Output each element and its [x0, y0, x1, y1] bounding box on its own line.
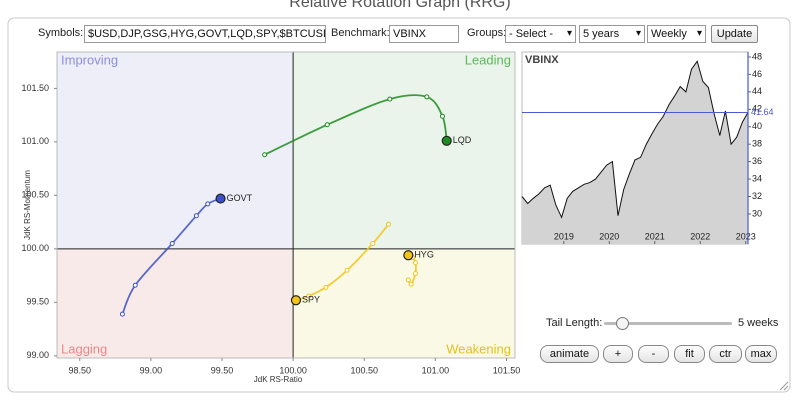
x-tick-label: 99.50: [211, 365, 234, 375]
price-area: [522, 61, 748, 244]
control-button[interactable]: animate: [540, 345, 599, 363]
quadrant: [293, 248, 515, 358]
tail-point: [205, 201, 211, 207]
quadrant: [57, 52, 294, 249]
quadrant-label: Improving: [61, 52, 118, 67]
series-label: LQD: [453, 135, 472, 145]
tail-point: [387, 96, 393, 102]
quadrant-label: Weakening: [446, 341, 511, 356]
y-tick-label: 48: [752, 51, 762, 61]
series-label: SPY: [302, 295, 320, 305]
update-button[interactable]: Update: [711, 25, 758, 43]
tail-slider-thumb[interactable]: [616, 317, 629, 330]
tail-point: [439, 113, 445, 119]
tail-point: [323, 284, 329, 290]
y-tick-label: 34: [752, 173, 762, 183]
x-tick-label: 2023: [736, 231, 756, 241]
tail-length-label: Tail Length:: [546, 317, 603, 329]
x-tick-label: 101.00: [422, 365, 450, 375]
y-tick-label: 36: [752, 156, 762, 166]
resize-grip: [779, 381, 789, 391]
price-line: [521, 60, 749, 219]
quadrant: [293, 52, 515, 249]
y-tick-label: 100.00: [21, 243, 49, 253]
tail-point: [370, 241, 376, 247]
symbols-input[interactable]: $USD,DJP,GSG,HYG,GOVT,LQD,SPY,$BTCUSD: [84, 25, 326, 43]
tail-point: [412, 270, 418, 276]
y-tick-label: 101.50: [21, 83, 49, 93]
x-tick-label: 98.50: [68, 365, 91, 375]
tail-length-value: 5 weeks: [738, 317, 779, 329]
control-button[interactable]: ctr: [709, 345, 742, 363]
x-tick-label: 2020: [599, 231, 619, 241]
y-tick-label: 46: [752, 69, 762, 79]
groups-label: Groups:: [467, 27, 507, 39]
y-tick-label: 42: [752, 104, 762, 114]
head-point: [290, 295, 302, 306]
control-button[interactable]: fit: [674, 345, 705, 363]
groups-select[interactable]: - Select -: [505, 25, 576, 43]
tail-point: [408, 281, 414, 287]
x-axis-label: JdK RS-Ratio: [254, 375, 303, 384]
tail-point: [412, 260, 418, 266]
tail-point: [405, 277, 411, 283]
tail-point: [132, 282, 138, 288]
y-axis-label: JdK RS-Momentum: [23, 170, 32, 240]
head-point: [403, 250, 414, 261]
tail-point: [324, 122, 330, 128]
frequency-select[interactable]: Weekly: [647, 25, 706, 43]
benchmark-label: Benchmark:: [331, 27, 390, 39]
tail-point: [169, 241, 175, 247]
x-tick-label: 2022: [690, 231, 710, 241]
tail-point: [306, 293, 312, 299]
x-tick-label: 100.00: [279, 365, 307, 375]
tail-point: [344, 267, 350, 273]
tail-point: [119, 311, 125, 317]
series-label: HYG: [414, 250, 434, 260]
quadrant-label: Lagging: [61, 341, 107, 356]
plot-border: [56, 51, 516, 359]
tail-point: [385, 221, 391, 227]
x-tick-label: 99.00: [140, 365, 163, 375]
y-tick-label: 30: [752, 208, 762, 218]
y-tick-label: 40: [752, 121, 762, 131]
x-tick-label: 2021: [645, 231, 665, 241]
last-value-label: 41.64: [751, 107, 774, 117]
y-tick-label: 99.00: [26, 350, 49, 360]
x-tick-label: 2019: [554, 231, 574, 241]
y-tick-label: 38: [752, 139, 762, 149]
period-select[interactable]: 5 years: [579, 25, 645, 43]
y-tick-label: 99.50: [26, 297, 49, 307]
x-tick-label: 101.50: [493, 365, 521, 375]
page-title: Relative Rotation Graph (RRG): [289, 0, 510, 11]
quadrant: [57, 248, 294, 358]
tail-point: [424, 94, 430, 100]
y-tick-label: 32: [752, 191, 762, 201]
control-button[interactable]: -: [638, 345, 669, 363]
tail-slider-track[interactable]: [604, 322, 732, 325]
series-label: GOVT: [227, 193, 253, 203]
quadrant-label: Leading: [465, 52, 511, 67]
head-point: [441, 135, 452, 146]
control-button[interactable]: max: [745, 345, 777, 363]
y-tick-label: 44: [752, 86, 762, 96]
x-tick-label: 100.50: [350, 365, 378, 375]
benchmark-label: VBINX: [525, 54, 559, 66]
tail-point: [262, 152, 268, 158]
head-point: [215, 193, 226, 204]
benchmark-input[interactable]: VBINX: [389, 25, 459, 43]
symbols-label: Symbols:: [38, 27, 84, 39]
control-button[interactable]: +: [603, 345, 633, 363]
y-tick-label: 100.50: [21, 190, 49, 200]
y-tick-label: 101.00: [21, 136, 49, 146]
tail-point: [193, 213, 199, 219]
